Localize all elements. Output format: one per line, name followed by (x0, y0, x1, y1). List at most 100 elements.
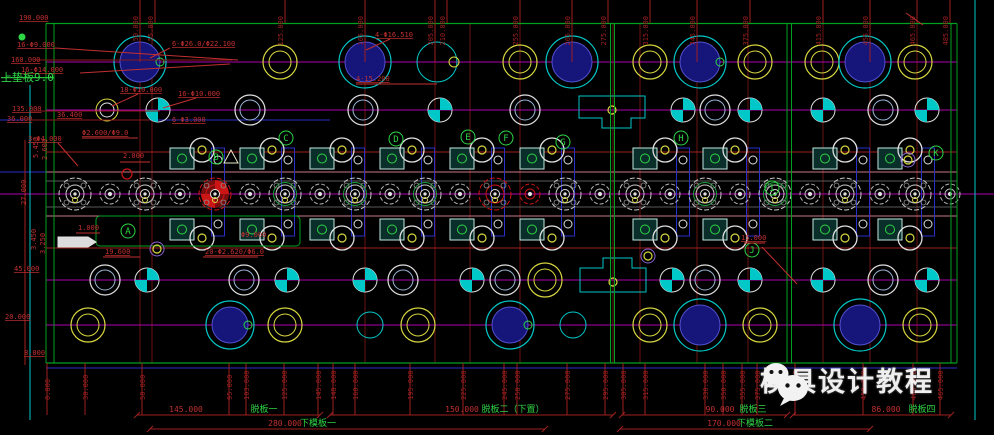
svg-text:95.000: 95.000 (226, 375, 234, 400)
svg-text:1.000: 1.000 (78, 224, 99, 232)
svg-text:485.000: 485.000 (942, 16, 950, 46)
svg-text:150.000: 150.000 (445, 405, 479, 414)
svg-text:210.000: 210.000 (439, 16, 447, 46)
annotations: 6-Φ26.0/Φ22.100 18-Φ10.000 16-Φ10.000 6-Φ3.… (28, 12, 924, 285)
svg-text:16-Φ10.000: 16-Φ10.000 (178, 90, 220, 98)
svg-text:160.000: 160.000 (352, 370, 360, 400)
green-note: 上垫板9.0 (1, 70, 54, 84)
svg-text:103.000: 103.000 (243, 370, 251, 400)
svg-text:30.000: 30.000 (82, 375, 90, 400)
svg-text:脱板三: 脱板三 (739, 403, 766, 415)
svg-text:18-Φ10.000: 18-Φ10.000 (120, 86, 162, 94)
svg-text:3.450: 3.450 (30, 229, 38, 250)
svg-text:脱板四: 脱板四 (908, 403, 935, 415)
svg-text:27.000: 27.000 (20, 180, 28, 205)
svg-text:脱板二（下置）: 脱板二（下置） (481, 403, 544, 415)
hole-rows (70, 35, 940, 352)
watermark: 模具设计教程 (760, 360, 934, 406)
svg-text:G: G (560, 138, 565, 148)
svg-text:2.000: 2.000 (123, 152, 144, 160)
svg-text:55.000: 55.000 (147, 16, 155, 41)
svg-text:K: K (933, 149, 939, 159)
svg-text:160.000: 160.000 (11, 56, 41, 64)
svg-text:255.000: 255.000 (512, 16, 520, 46)
svg-text:50.000: 50.000 (139, 375, 147, 400)
dimensions: 50.000 55.000 125.000 165.000 205.000 210.000… (5, 0, 955, 433)
plate-outlines (45, 22, 958, 364)
svg-text:145.000: 145.000 (169, 405, 203, 414)
svg-text:20-Φ2.620/Φ6.0: 20-Φ2.620/Φ6.0 (205, 248, 264, 256)
die-strip: A B C D E F G H I J K (57, 95, 961, 293)
svg-text:I: I (769, 184, 774, 194)
svg-text:165.000: 165.000 (357, 16, 365, 46)
svg-text:195.000: 195.000 (407, 370, 415, 400)
svg-text:135.000: 135.000 (12, 105, 42, 113)
svg-text:20.000: 20.000 (5, 313, 30, 321)
svg-text:A: A (125, 227, 131, 237)
svg-text:315.000: 315.000 (642, 370, 650, 400)
svg-text:8.000: 8.000 (24, 349, 45, 357)
svg-text:350.000: 350.000 (720, 370, 728, 400)
svg-text:250.000: 250.000 (514, 370, 522, 400)
svg-text:305.000: 305.000 (620, 370, 628, 400)
svg-text:170.000: 170.000 (707, 419, 741, 428)
svg-text:148.000: 148.000 (330, 370, 338, 400)
svg-text:3.250: 3.250 (39, 233, 47, 254)
svg-text:下模板一: 下模板一 (300, 417, 336, 429)
svg-text:Φ2.600/Φ9.0: Φ2.600/Φ9.0 (82, 129, 128, 137)
misc-markers (18, 33, 916, 264)
svg-text:355.000: 355.000 (739, 370, 747, 400)
svg-text:315.000: 315.000 (642, 16, 650, 46)
svg-text:330.000: 330.000 (702, 370, 710, 400)
svg-text:2.600: 2.600 (41, 139, 49, 160)
svg-text:90.000: 90.000 (706, 405, 735, 414)
svg-text:C: C (283, 134, 288, 144)
svg-text:19.600: 19.600 (105, 248, 130, 256)
wechat-icon (763, 363, 808, 406)
svg-text:E: E (465, 133, 470, 143)
svg-text:15.000: 15.000 (741, 234, 766, 242)
svg-text:4-Φ16.510: 4-Φ16.510 (375, 31, 413, 39)
svg-text:125.000: 125.000 (281, 370, 289, 400)
svg-text:16-Φ14.000: 16-Φ14.000 (21, 66, 63, 74)
svg-text:375.000: 375.000 (742, 16, 750, 46)
svg-text:460.000: 460.000 (910, 370, 918, 400)
svg-text:125.000: 125.000 (277, 16, 285, 46)
svg-text:J: J (749, 246, 754, 256)
svg-text:280.000: 280.000 (268, 419, 302, 428)
svg-text:6-Φ3.000: 6-Φ3.000 (172, 116, 206, 124)
svg-text:上垫板9.0: 上垫板9.0 (1, 70, 54, 84)
svg-text:H: H (678, 134, 683, 144)
svg-text:D: D (393, 135, 398, 145)
svg-text:275.000: 275.000 (600, 16, 608, 46)
svg-text:F: F (503, 134, 508, 144)
svg-text:86.000: 86.000 (872, 405, 901, 414)
svg-text:245.000: 245.000 (501, 370, 509, 400)
svg-text:190.000: 190.000 (19, 14, 49, 22)
svg-text:450.000: 450.000 (860, 370, 868, 400)
svg-text:36.400: 36.400 (57, 111, 82, 119)
svg-text:465.000: 465.000 (909, 16, 917, 46)
svg-text:50.000: 50.000 (132, 16, 140, 41)
svg-text:16-Φ9.000: 16-Φ9.000 (17, 41, 55, 49)
svg-text:205.000: 205.000 (427, 16, 435, 46)
svg-text:225.000: 225.000 (460, 370, 468, 400)
svg-text:4-15.200: 4-15.200 (356, 75, 390, 83)
svg-text:375.000: 375.000 (754, 370, 762, 400)
svg-text:5.450: 5.450 (32, 137, 40, 158)
svg-text:265.000: 265.000 (564, 16, 572, 46)
svg-text:465.000: 465.000 (937, 370, 945, 400)
svg-text:0.000: 0.000 (44, 379, 52, 400)
svg-text:295.000: 295.000 (602, 370, 610, 400)
svg-text:Φ9.000: Φ9.000 (241, 231, 266, 239)
svg-text:脱板一: 脱板一 (250, 403, 277, 415)
svg-text:415.000: 415.000 (815, 16, 823, 46)
svg-text:345.000: 345.000 (689, 16, 697, 46)
svg-text:455.000: 455.000 (862, 16, 870, 46)
svg-text:145.000: 145.000 (315, 370, 323, 400)
svg-text:3-Φ4.000: 3-Φ4.000 (28, 135, 62, 143)
svg-text:B: B (213, 153, 218, 163)
svg-text:275.000: 275.000 (564, 370, 572, 400)
